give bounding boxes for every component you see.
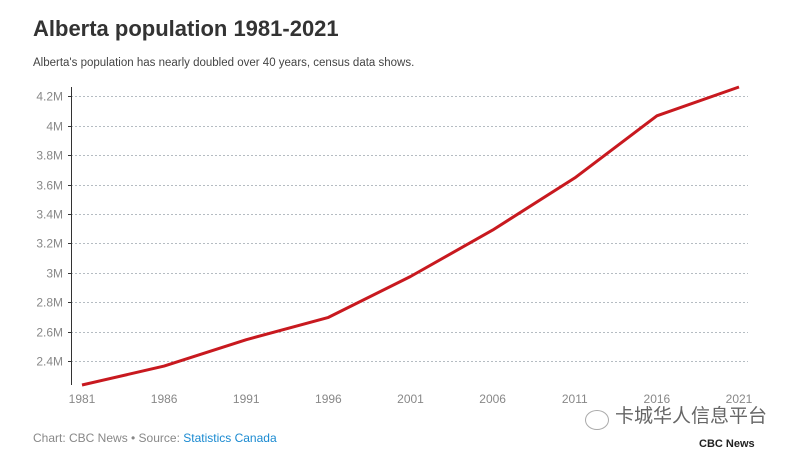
y-tick-label: 3M bbox=[46, 267, 63, 281]
x-tick-label: 2011 bbox=[562, 392, 588, 406]
x-tick-label: 2016 bbox=[644, 392, 671, 406]
wechat-icon bbox=[585, 410, 609, 430]
x-tick-label: 2021 bbox=[726, 392, 753, 406]
chart-subtitle: Alberta's population has nearly doubled … bbox=[33, 57, 415, 69]
population-line bbox=[81, 85, 740, 387]
credit-text: Chart: CBC News • Source: bbox=[33, 431, 184, 445]
chart-title: Alberta population 1981-2021 bbox=[33, 16, 339, 41]
y-tick-label: 2.4M bbox=[36, 355, 63, 369]
watermark-text: 卡城华人信息平台 bbox=[615, 406, 768, 427]
source-link[interactable]: Statistics Canada bbox=[183, 431, 277, 445]
x-tick-label: 1981 bbox=[69, 392, 96, 406]
x-tick-label: 1986 bbox=[151, 392, 178, 406]
x-tick-label: 2001 bbox=[397, 392, 424, 406]
y-tick-label: 3.6M bbox=[36, 179, 63, 193]
x-tick-label: 1996 bbox=[315, 392, 342, 406]
y-tick-label: 2.6M bbox=[36, 326, 63, 340]
y-tick-label: 3.8M bbox=[36, 149, 63, 163]
cbc-news-label: CBC News bbox=[699, 438, 755, 450]
chart-footer: Chart: CBC News • Source: Statistics Can… bbox=[33, 431, 277, 445]
y-tick-label: 3.4M bbox=[36, 208, 63, 222]
x-tick-label: 1991 bbox=[233, 392, 260, 406]
y-tick-label: 4M bbox=[46, 120, 63, 134]
y-tick-label: 4.2M bbox=[36, 90, 63, 104]
y-tick-label: 2.8M bbox=[36, 296, 63, 310]
x-tick-label: 2006 bbox=[479, 392, 506, 406]
y-tick-label: 3.2M bbox=[36, 237, 63, 251]
